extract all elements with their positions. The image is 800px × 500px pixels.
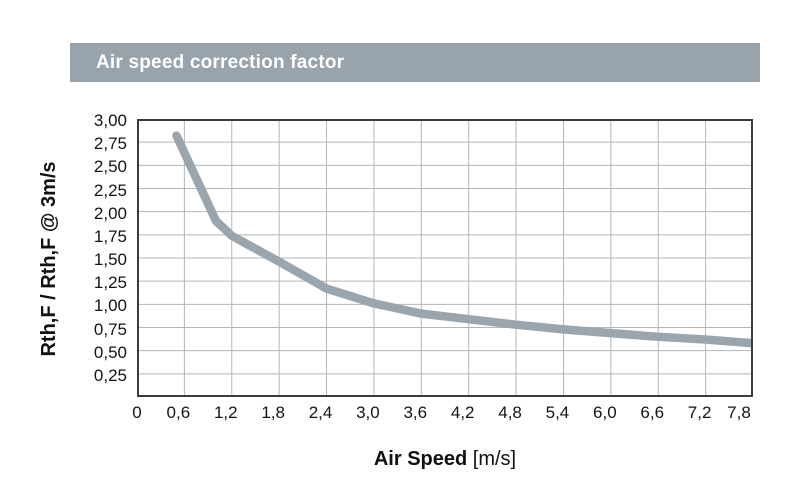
x-tick-label: 6,6 — [640, 403, 665, 422]
y-tick-label: 1,00 — [93, 296, 127, 316]
y-tick-label: 2,50 — [93, 157, 127, 177]
x-tick-label: 1,8 — [261, 403, 285, 422]
plot-border — [137, 119, 753, 397]
y-tick-label: 0,50 — [93, 342, 127, 362]
x-tick-label: 4,2 — [450, 403, 475, 422]
y-tick-label: 1,25 — [93, 273, 127, 293]
x-axis-title-text: Air Speed — [373, 448, 468, 470]
y-tick-label: 2,75 — [93, 134, 127, 154]
y-tick-label: 3,00 — [93, 111, 127, 130]
x-tick-label: 7,8 — [727, 403, 751, 422]
y-axis-title: Rth,F / Rth,F @ 3m/s — [38, 161, 60, 357]
chart-title-banner: Air speed correction factor — [70, 43, 760, 82]
y-tick-label: 1,50 — [93, 250, 127, 269]
x-tick-label: 7,2 — [687, 403, 712, 422]
y-tick-label: 1,75 — [93, 226, 127, 246]
y-tick-label: 2,25 — [93, 180, 127, 200]
x-tick-label: 0 — [132, 403, 142, 422]
plot-area — [137, 119, 753, 397]
chart-title: Air speed correction factor — [96, 51, 345, 73]
data-curve — [172, 131, 753, 348]
x-tick-label: 1,2 — [213, 403, 238, 422]
x-tick-label: 6,0 — [593, 403, 617, 422]
x-axis-title-unit: [m/s] — [472, 448, 517, 470]
line-chart — [137, 119, 753, 397]
x-tick-label: 0,6 — [166, 403, 191, 422]
x-tick-label: 3,0 — [356, 403, 380, 422]
y-tick-label: 2,00 — [93, 203, 127, 223]
x-tick-label: 2,4 — [308, 403, 333, 422]
y-tick-label: 0,25 — [93, 365, 127, 385]
x-tick-label: 3,6 — [403, 403, 428, 422]
x-tick-label: 4,8 — [498, 403, 522, 422]
x-axis-title: Air Speed [m/s] — [137, 448, 753, 471]
y-tick-label: 0,75 — [93, 319, 127, 339]
x-tick-label: 5,4 — [545, 403, 570, 422]
